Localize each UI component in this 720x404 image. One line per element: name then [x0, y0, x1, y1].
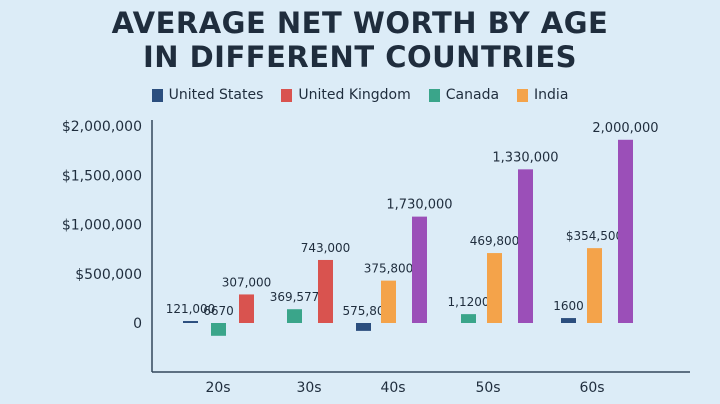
bar: [587, 248, 602, 323]
legend-swatch-united-states: [151, 88, 163, 102]
bar: [287, 309, 302, 323]
legend-label-united-states: United States: [168, 87, 264, 103]
data-label: 369,577: [270, 290, 320, 304]
legend: United States United Kingdom Canada Indi…: [0, 87, 720, 103]
data-label: 307,000: [222, 275, 272, 289]
bar: [356, 323, 371, 331]
bar: [412, 216, 427, 323]
bar: [561, 318, 576, 323]
bar: [461, 314, 476, 323]
x-tick-label: 60s: [579, 380, 604, 396]
data-label: $354,500: [566, 229, 623, 243]
bar: [381, 280, 396, 323]
data-label: 1,730,000: [386, 198, 452, 213]
data-label: 121,000: [166, 302, 216, 316]
legend-item-india: India: [517, 87, 568, 103]
bar: [239, 294, 254, 323]
x-tick-label: 40s: [380, 380, 405, 396]
legend-swatch-canada: [428, 88, 440, 102]
data-label: 469,800: [470, 234, 520, 248]
title-line-1: AVERAGE NET WORTH BY AGE: [111, 6, 609, 40]
x-tick-label: 30s: [296, 380, 321, 396]
legend-item-united-kingdom: United Kingdom: [281, 87, 411, 103]
data-label: 1,1200: [448, 295, 490, 309]
y-tick-label: 0: [133, 316, 142, 332]
data-label: 375,800: [364, 262, 414, 276]
y-tick-label: $500,000: [75, 267, 142, 283]
data-label: 2,000,000: [592, 121, 658, 136]
data-label: 575,80: [343, 304, 385, 318]
y-tick-label: $2,000,000: [62, 119, 142, 135]
bar: [318, 259, 333, 323]
legend-swatch-united-kingdom: [281, 88, 293, 102]
bar: [487, 253, 502, 323]
y-tick-label: $1,000,000: [62, 218, 142, 234]
legend-item-canada: Canada: [428, 87, 500, 103]
bar: [211, 323, 226, 336]
y-tick-label: $1,500,000: [62, 168, 142, 184]
data-label: 1600: [553, 299, 584, 313]
legend-label-india: India: [534, 87, 569, 103]
legend-item-united-states: United States: [151, 87, 264, 103]
data-label: 6670: [203, 304, 234, 318]
chart-title: AVERAGE NET WORTH BY AGE IN DIFFERENT CO…: [0, 6, 720, 74]
legend-swatch-india: [517, 88, 529, 102]
x-tick-label: 20s: [205, 380, 230, 396]
x-tick-label: 50s: [475, 380, 500, 396]
bar: [518, 169, 533, 323]
bar: [183, 321, 198, 323]
data-label: 743,000: [301, 241, 351, 255]
title-line-2: IN DIFFERENT COUNTRIES: [142, 40, 578, 74]
legend-label-canada: Canada: [445, 87, 500, 103]
legend-label-united-kingdom: United Kingdom: [298, 87, 411, 103]
bar: [618, 139, 633, 323]
data-label: 1,330,000: [492, 150, 558, 165]
